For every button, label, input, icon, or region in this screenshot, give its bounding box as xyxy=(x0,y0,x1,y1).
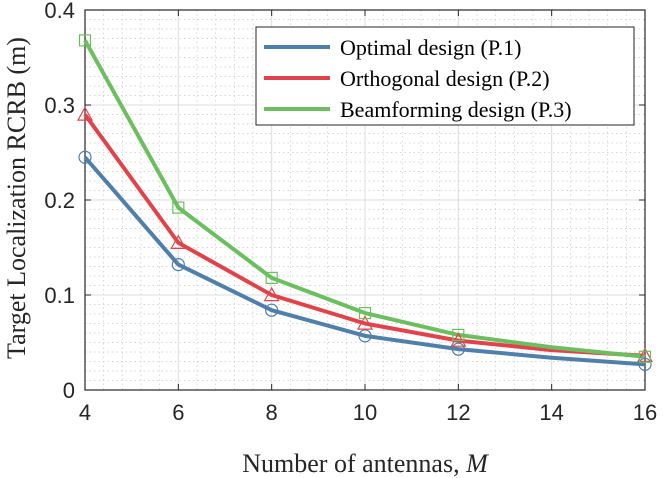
series-line xyxy=(83,155,646,367)
series-1-markers xyxy=(78,150,652,371)
x-tick-label: 6 xyxy=(172,400,184,425)
y-tick-label: 0.4 xyxy=(44,0,75,23)
x-tick-label: 12 xyxy=(446,400,470,425)
legend-label: Orthogonal design (P.2) xyxy=(340,66,550,91)
data-point-marker xyxy=(452,328,465,341)
tick-marks xyxy=(84,9,646,391)
legend-label: Beamforming design (P.3) xyxy=(340,97,572,122)
data-point-marker xyxy=(451,342,465,356)
y-tick-label: 0.3 xyxy=(44,93,75,118)
data-point-marker xyxy=(265,303,279,317)
data-point-marker xyxy=(265,271,278,284)
data-point-marker xyxy=(171,258,185,272)
y-tick-labels: 0 0.1 0.2 0.3 0.4 xyxy=(44,0,75,403)
series-2 xyxy=(83,113,646,358)
series-3 xyxy=(83,39,646,359)
y-tick-label: 0 xyxy=(63,378,75,403)
series-1 xyxy=(83,155,646,367)
x-tick-labels: 4 6 8 10 12 14 16 xyxy=(79,400,657,425)
series-line xyxy=(83,39,646,359)
data-point-marker xyxy=(636,347,654,362)
data-point-marker xyxy=(170,234,187,249)
y-tick-label: 0.1 xyxy=(44,283,75,308)
x-tick-label: 14 xyxy=(539,400,563,425)
x-tick-label: 16 xyxy=(633,400,657,425)
data-point-marker xyxy=(638,350,652,363)
y-axis-title: Target Localization RCRB (m) xyxy=(2,37,31,359)
data-point-marker xyxy=(78,150,92,164)
x-axis-title: Number of antennas, M xyxy=(242,449,489,478)
series-layer xyxy=(76,34,654,371)
data-point-marker xyxy=(76,106,94,121)
x-tick-label: 4 xyxy=(79,400,91,425)
x-axis-title-variable: M xyxy=(465,449,489,478)
legend: Optimal design (P.1) Orthogonal design (P… xyxy=(255,26,635,126)
series-3-markers xyxy=(78,34,652,363)
y-tick-label: 0.2 xyxy=(44,188,75,213)
series-line xyxy=(83,113,646,358)
legend-label: Optimal design (P.1) xyxy=(340,35,522,60)
x-tick-label: 8 xyxy=(266,400,278,425)
x-tick-label: 10 xyxy=(353,400,377,425)
data-point-marker xyxy=(172,201,185,214)
data-point-marker xyxy=(358,306,372,320)
data-point-marker xyxy=(638,357,652,371)
data-point-marker xyxy=(358,329,372,343)
data-point-marker xyxy=(356,315,374,330)
data-point-marker xyxy=(78,34,92,47)
data-point-marker xyxy=(263,286,280,302)
